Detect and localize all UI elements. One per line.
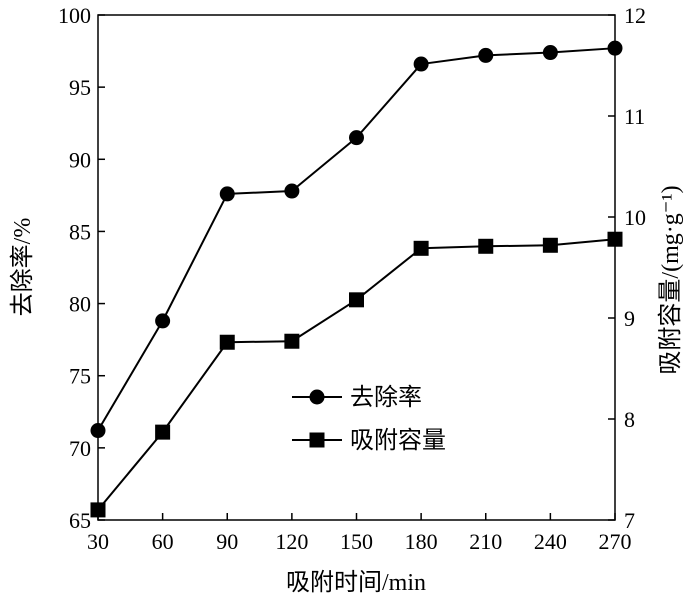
right-y-tick-label: 11	[624, 104, 645, 129]
data-point-circle	[155, 313, 171, 329]
x-tick-label: 150	[340, 529, 373, 554]
x-tick-label: 90	[216, 529, 238, 554]
data-point-square	[90, 502, 106, 518]
right-y-axis-ticks: 7 8 9 10 11 12	[608, 3, 646, 533]
data-point-circle	[607, 40, 623, 56]
legend-item-removal-rate: 去除率	[292, 384, 422, 411]
data-point-circle	[542, 45, 558, 61]
data-point-circle	[90, 423, 106, 439]
data-point-square	[284, 333, 300, 349]
data-point-circle	[284, 183, 300, 199]
x-tick-label: 30	[87, 529, 109, 554]
left-y-tick-label: 70	[69, 436, 91, 461]
x-axis-ticks: 30 60 90 120 150 180 210 240 270	[87, 513, 632, 554]
left-y-tick-label: 90	[69, 147, 91, 172]
data-point-square	[607, 231, 623, 247]
left-y-tick-label: 65	[69, 508, 91, 533]
series-line-adsorption-capacity	[97, 238, 616, 511]
left-y-tick-label: 95	[69, 75, 91, 100]
x-tick-label: 270	[599, 529, 632, 554]
left-y-tick-label: 85	[69, 219, 91, 244]
x-axis-label: 吸附时间/min	[286, 569, 426, 596]
series-line-removal-rate	[97, 47, 616, 432]
data-point-square	[155, 424, 171, 440]
legend-marker-square	[309, 432, 325, 448]
data-point-circle	[349, 130, 364, 146]
legend: 去除率 吸附容量	[292, 384, 446, 454]
right-y-tick-label: 9	[624, 306, 635, 331]
right-y-axis-label: 吸附容量/(mg·g⁻¹)	[657, 185, 684, 374]
left-y-tick-label: 100	[58, 3, 91, 28]
left-y-tick-label: 75	[69, 364, 91, 389]
data-point-square	[478, 238, 494, 254]
data-point-square	[219, 334, 235, 350]
left-y-axis-label: 去除率/%	[9, 218, 36, 317]
legend-item-adsorption-capacity: 吸附容量	[292, 427, 446, 454]
x-tick-label: 120	[275, 529, 308, 554]
data-point-circle	[219, 186, 235, 202]
legend-label-adsorption-capacity: 吸附容量	[350, 427, 446, 454]
series-layer	[90, 40, 623, 518]
right-y-tick-label: 10	[624, 205, 646, 230]
left-y-axis-ticks: 65 70 75 80 85 90 95 100	[58, 3, 105, 533]
legend-marker-circle	[309, 389, 325, 405]
x-tick-label: 240	[534, 529, 567, 554]
x-tick-label: 210	[469, 529, 502, 554]
left-y-tick-label: 80	[69, 292, 91, 317]
legend-label-removal-rate: 去除率	[350, 384, 422, 411]
right-y-tick-label: 8	[624, 407, 635, 432]
right-y-tick-label: 7	[624, 508, 635, 533]
x-tick-label: 60	[152, 529, 174, 554]
right-y-tick-label: 12	[624, 3, 646, 28]
data-point-square	[349, 292, 364, 308]
data-point-square	[413, 240, 429, 256]
data-point-square	[542, 237, 558, 253]
data-point-circle	[413, 56, 429, 72]
data-point-circle	[478, 47, 494, 63]
x-tick-label: 180	[405, 529, 438, 554]
